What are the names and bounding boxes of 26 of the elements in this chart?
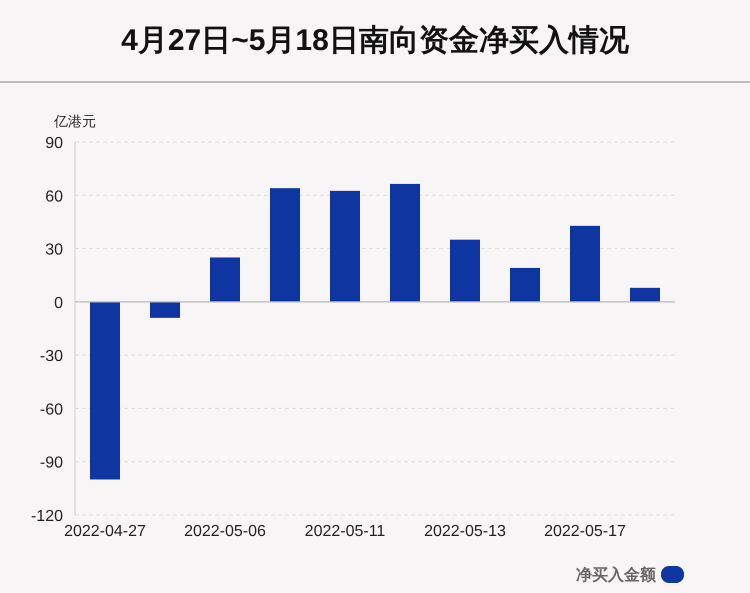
y-tick-label: 60	[45, 188, 64, 206]
y-tick-label: -30	[40, 348, 64, 366]
bar	[330, 190, 360, 302]
bar	[570, 226, 600, 302]
x-tick-label: 2022-05-06	[184, 523, 266, 540]
bar	[630, 288, 660, 302]
y-tick-label: -90	[40, 454, 64, 472]
y-tick-label: 0	[54, 294, 64, 312]
bar	[90, 302, 120, 480]
bar	[450, 240, 480, 302]
bar	[210, 257, 240, 302]
y-tick-label: -120	[30, 508, 64, 525]
bar	[150, 302, 180, 318]
x-tick-label: 2022-05-11	[304, 523, 386, 540]
y-tick-label: 90	[45, 135, 64, 152]
legend-label: 净买入金额	[576, 566, 657, 584]
chart-title: 4月27日~5月18日南向资金净买入情况	[121, 24, 630, 57]
x-tick-label: 2022-04-27	[64, 523, 146, 540]
x-tick-label: 2022-05-17	[544, 523, 626, 540]
y-axis-title: 亿港元	[53, 113, 96, 129]
bar	[510, 268, 540, 302]
y-tick-label: 30	[45, 242, 64, 259]
bar	[390, 184, 420, 302]
y-tick-label: -60	[40, 401, 64, 418]
bar	[270, 188, 300, 302]
x-tick-label: 2022-05-13	[424, 523, 506, 540]
